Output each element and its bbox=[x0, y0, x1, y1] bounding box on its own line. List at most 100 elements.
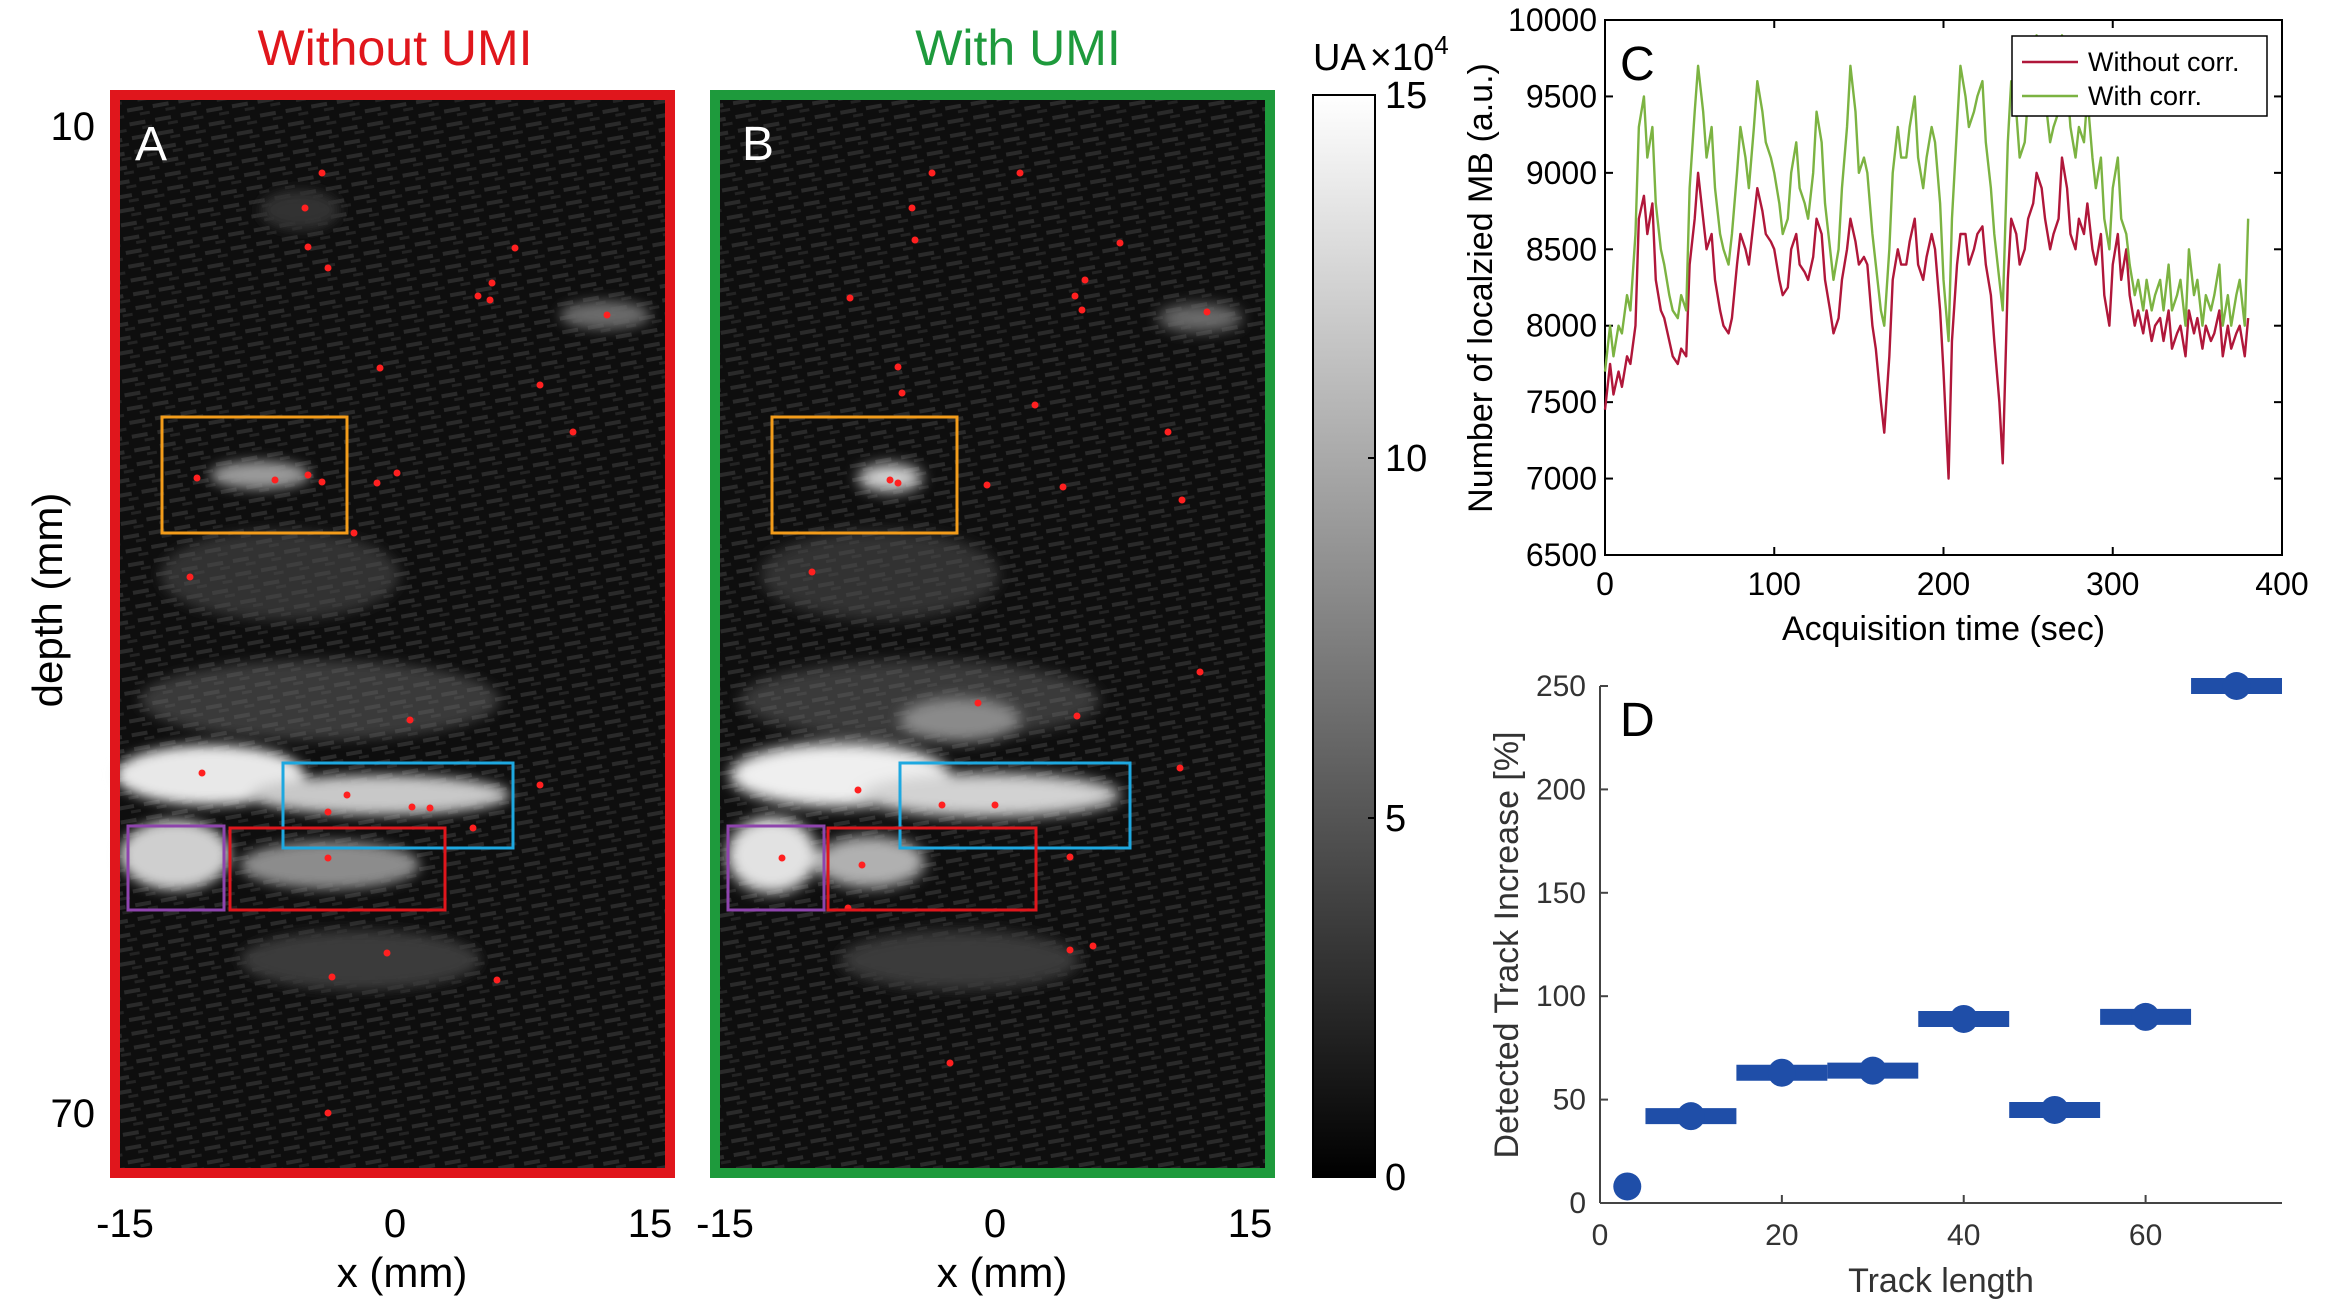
roi-box-orange bbox=[160, 415, 349, 535]
mb-dot bbox=[1164, 428, 1172, 436]
chart-d: 0 20 40 60 0 50 100 150 200 250 Track length Detect… bbox=[1488, 670, 2282, 1300]
panel-a-ylabel: depth (mm) bbox=[24, 493, 71, 708]
panel-b-frame bbox=[710, 90, 1275, 1178]
chart-d-ytick-label: 250 bbox=[1536, 670, 1586, 703]
chart-c-series-line-without-corr bbox=[1603, 156, 2250, 480]
mb-dot bbox=[304, 243, 312, 251]
mb-dot bbox=[474, 292, 482, 300]
panel-a-xtick: 0 bbox=[384, 1202, 406, 1246]
mb-dot bbox=[488, 279, 496, 287]
mb-dot bbox=[376, 364, 384, 372]
mb-dot bbox=[1089, 942, 1097, 950]
mb-dot bbox=[406, 716, 414, 724]
panel-a-xtick: -15 bbox=[96, 1202, 154, 1246]
chart-d-ylabel: Detected Track Increase [%] bbox=[1488, 731, 1526, 1158]
chart-d-point bbox=[2131, 1002, 2160, 1031]
mb-dot bbox=[846, 294, 854, 302]
mb-dot bbox=[808, 568, 816, 576]
mb-dot bbox=[1066, 946, 1074, 954]
panel-a: Without UMI bbox=[24, 20, 675, 1296]
chart-c-xtick-label: 400 bbox=[2255, 566, 2308, 602]
mb-dot bbox=[426, 804, 434, 812]
mb-dot bbox=[324, 854, 332, 862]
colorbar-tick: 15 bbox=[1385, 75, 1427, 117]
panel-b-localization-dots bbox=[778, 169, 1211, 1067]
mb-dot bbox=[911, 236, 919, 244]
panel-a-frame bbox=[110, 90, 675, 1178]
mb-dot bbox=[328, 973, 336, 981]
panel-a-localization-dots bbox=[186, 169, 611, 1117]
mb-dot bbox=[318, 478, 326, 486]
panel-a-ytick: 70 bbox=[51, 1092, 96, 1136]
colorbar-gradient bbox=[1312, 94, 1376, 1178]
panel-a-ytick: 10 bbox=[51, 105, 96, 149]
chart-d-xlabel: Track length bbox=[1848, 1262, 2034, 1300]
chart-c-xtick-label: 0 bbox=[1596, 566, 1614, 602]
chart-d-ytick-label: 200 bbox=[1536, 773, 1586, 806]
colorbar-tick: 10 bbox=[1385, 438, 1427, 480]
chart-d-xtick-label: 0 bbox=[1592, 1219, 1609, 1252]
chart-d-xtick-label: 40 bbox=[1947, 1219, 1980, 1252]
mb-dot bbox=[778, 854, 786, 862]
chart-c-series-line-with-corr bbox=[1603, 34, 2250, 372]
mb-dot bbox=[324, 1109, 332, 1117]
mb-dot bbox=[894, 479, 902, 487]
mb-dot bbox=[350, 529, 358, 537]
chart-d-point bbox=[1676, 1102, 1705, 1131]
panel-b-letter: B bbox=[742, 118, 774, 171]
chart-c-legend: Without corr. With corr. bbox=[2011, 35, 2268, 117]
chart-c-ytick-label: 9000 bbox=[1526, 155, 1597, 191]
chart-d-xtick-label: 60 bbox=[2129, 1219, 2162, 1252]
mb-dot bbox=[1178, 496, 1186, 504]
panel-b: With UMI bbox=[696, 20, 1275, 1296]
mb-dot bbox=[493, 976, 501, 984]
mb-dot bbox=[373, 479, 381, 487]
chart-c-letter: C bbox=[1620, 38, 1655, 91]
roi-box-red bbox=[228, 826, 447, 912]
chart-c-ytick-label: 8000 bbox=[1526, 308, 1597, 344]
panel-a-title: Without UMI bbox=[257, 20, 532, 76]
panel-b-image bbox=[715, 95, 1270, 1173]
chart-d-point bbox=[1613, 1172, 1642, 1201]
chart-c-legend-label: With corr. bbox=[2088, 81, 2202, 111]
mb-dot bbox=[1066, 853, 1074, 861]
mb-dot bbox=[898, 389, 906, 397]
mb-dot bbox=[1196, 668, 1204, 676]
mb-dot bbox=[343, 791, 351, 799]
chart-c-ylabel: Number of localzied MB (a.u.) bbox=[1462, 63, 1500, 513]
mb-dot bbox=[983, 481, 991, 489]
mb-dot bbox=[486, 296, 494, 304]
mb-dot bbox=[193, 474, 201, 482]
chart-c-xtick-label: 100 bbox=[1748, 566, 1801, 602]
mb-dot bbox=[1176, 764, 1184, 772]
chart-d-point bbox=[2222, 672, 2251, 700]
chart-d-ytick-label: 150 bbox=[1536, 877, 1586, 910]
mb-dot bbox=[886, 476, 894, 484]
panel-a-image bbox=[115, 95, 670, 1173]
chart-c-xlabel: Acquisition time (sec) bbox=[1782, 610, 2105, 648]
mb-dot bbox=[198, 769, 206, 777]
panel-b-xlabel: x (mm) bbox=[937, 1249, 1068, 1296]
chart-d-xtick-label: 20 bbox=[1765, 1219, 1798, 1252]
mb-dot bbox=[854, 786, 862, 794]
roi-box-red bbox=[826, 826, 1038, 912]
mb-dot bbox=[324, 808, 332, 816]
mb-dot bbox=[1059, 483, 1067, 491]
chart-c-legend-box bbox=[2011, 35, 2268, 117]
panel-b-xtick: -15 bbox=[696, 1202, 754, 1246]
mb-dot bbox=[908, 204, 916, 212]
mb-dot bbox=[1203, 308, 1211, 316]
roi-box-blue bbox=[281, 761, 515, 850]
mb-dot bbox=[938, 801, 946, 809]
mb-dot bbox=[991, 801, 999, 809]
panel-b-title: With UMI bbox=[915, 20, 1121, 76]
chart-d-point bbox=[1858, 1056, 1887, 1085]
mb-dot bbox=[536, 781, 544, 789]
panel-a-xtick: 15 bbox=[628, 1202, 673, 1246]
mb-dot bbox=[324, 264, 332, 272]
roi-box-orange bbox=[770, 415, 959, 535]
panel-a-xlabel: x (mm) bbox=[337, 1249, 468, 1296]
mb-dot bbox=[408, 803, 416, 811]
mb-dot bbox=[894, 363, 902, 371]
